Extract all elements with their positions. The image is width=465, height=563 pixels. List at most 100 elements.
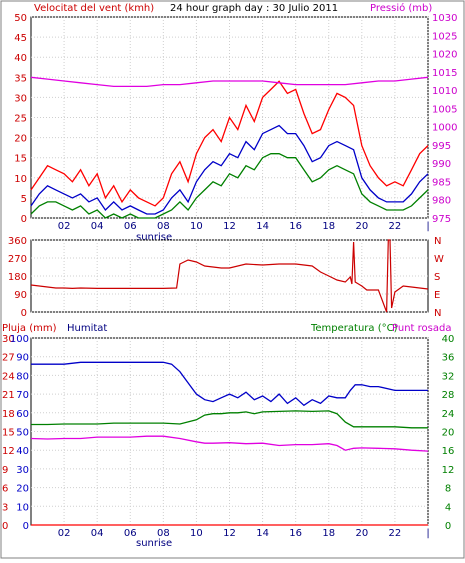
pressure-tick: 1025 (432, 31, 457, 42)
time-tick-top: 14 (256, 221, 269, 232)
humidity-tick: 30 (16, 465, 29, 476)
temperature-tick: 24 (442, 409, 455, 420)
pressure-tick: 1000 (432, 123, 457, 134)
temperature-tick: 40 (442, 334, 455, 345)
temperature-axis-label: Temperatura (°C) (310, 323, 398, 334)
humidity-tick: 20 (16, 484, 29, 495)
temperature-tick: 12 (442, 465, 455, 476)
time-tick-bottom: 04 (91, 528, 104, 539)
humidity-tick: 40 (16, 446, 29, 457)
wind-speed-tick: 5 (21, 194, 27, 205)
humidity-tick: 80 (16, 371, 29, 382)
time-tick-top: 16 (289, 221, 302, 232)
time-tick-top: | (426, 221, 429, 232)
wind-speed-tick: 45 (14, 33, 27, 44)
humidity-series-line (31, 361, 428, 407)
time-tick-top: 10 (190, 221, 203, 232)
direction-tick: 90 (14, 290, 27, 301)
time-tick-bottom: 18 (322, 528, 335, 539)
pressure-tick: 985 (432, 177, 451, 188)
rain-tick: 3 (2, 502, 8, 513)
wind-speed-tick: 20 (14, 134, 27, 145)
rain-tick: 24 (2, 371, 15, 382)
time-tick-bottom: 14 (256, 528, 269, 539)
time-tick-bottom: 02 (58, 528, 71, 539)
time-tick-bottom: 16 (289, 528, 302, 539)
time-tick-top: 18 (322, 221, 335, 232)
temperature-tick: 28 (442, 390, 455, 401)
pressure-axis-label: Pressió (mb) (370, 2, 432, 14)
direction-tick: 360 (8, 236, 27, 247)
min-series-line (30, 153, 429, 219)
time-tick-top: 06 (124, 221, 137, 232)
rain-tick: 6 (2, 484, 8, 495)
humidity-tick: 90 (16, 353, 29, 364)
wind-speed-tick: 0 (21, 214, 27, 225)
pressure-tick: 1005 (432, 104, 457, 115)
wind-direction-line (30, 239, 429, 313)
dewpoint-axis-label: Punt rosada (392, 323, 451, 334)
time-tick-top: 22 (389, 221, 402, 232)
pressure-tick: 1020 (432, 50, 457, 61)
compass-label: S (434, 272, 440, 283)
rain-tick: 27 (2, 353, 15, 364)
temperature-tick: 20 (442, 428, 455, 439)
temperature-tick: 0 (445, 521, 451, 532)
temperature-tick: 16 (442, 446, 455, 457)
humidity-tick: 60 (16, 409, 29, 420)
chart-title: 24 hour graph day : 30 Julio 2011 (170, 3, 338, 14)
wind-speed-axis-label: Velocitat del vent (kmh) (34, 3, 154, 14)
pressure-tick: 975 (432, 214, 451, 225)
time-tick-top: 08 (157, 221, 170, 232)
humidity-tick: 50 (16, 428, 29, 439)
wind-speed-tick: 40 (14, 53, 27, 64)
temperature-tick: 36 (442, 353, 455, 364)
time-tick-bottom: 08 (157, 528, 170, 539)
wind-speed-tick: 50 (14, 13, 27, 24)
time-tick-bottom: 22 (389, 528, 402, 539)
humidity-tick: 100 (10, 334, 29, 345)
direction-tick: 270 (8, 254, 27, 265)
wind-speed-tick: 25 (14, 114, 27, 125)
compass-label: E (434, 290, 440, 301)
rain-tick: 12 (2, 446, 15, 457)
wind-speed-tick: 10 (14, 174, 27, 185)
compass-label: N (434, 236, 441, 247)
humidity-tick: 70 (16, 390, 29, 401)
pressure-tick: 1030 (432, 13, 457, 24)
pressure-tick: 1015 (432, 68, 457, 79)
direction-tick: 0 (21, 308, 27, 319)
time-tick-bottom: 10 (190, 528, 203, 539)
humidity-axis-label: Humitat (67, 323, 107, 334)
pressure-tick: 990 (432, 159, 451, 170)
avg-series-line (30, 124, 429, 215)
gust-series-line (30, 80, 429, 207)
rain-tick: 9 (2, 465, 8, 476)
time-tick-top: 20 (355, 221, 368, 232)
time-tick-bottom: 20 (355, 528, 368, 539)
time-tick-top: 02 (58, 221, 71, 232)
rain-tick: 15 (2, 428, 15, 439)
sunrise-label-top: sunrise (136, 232, 172, 243)
time-tick-bottom: | (426, 528, 429, 539)
rain-axis-label: Pluja (mm) (2, 323, 57, 334)
rain-tick: 30 (2, 334, 15, 345)
temperature-tick: 4 (445, 502, 451, 513)
direction-tick: 180 (8, 272, 27, 283)
compass-label: W (434, 254, 444, 265)
temperature-series-line (31, 410, 428, 429)
pressure-series-line (30, 76, 429, 88)
temperature-tick: 32 (442, 371, 455, 382)
pressure-tick: 980 (432, 196, 451, 207)
rain-tick: 21 (2, 390, 15, 401)
pressure-tick: 1010 (432, 86, 457, 97)
humidity-tick: 10 (16, 502, 29, 513)
time-tick-top: 04 (91, 221, 104, 232)
rain-tick: 18 (2, 409, 15, 420)
pressure-tick: 995 (432, 141, 451, 152)
temperature-tick: 8 (445, 484, 451, 495)
compass-label: N (434, 308, 441, 319)
wind-speed-tick: 35 (14, 73, 27, 84)
time-tick-bottom: 06 (124, 528, 137, 539)
